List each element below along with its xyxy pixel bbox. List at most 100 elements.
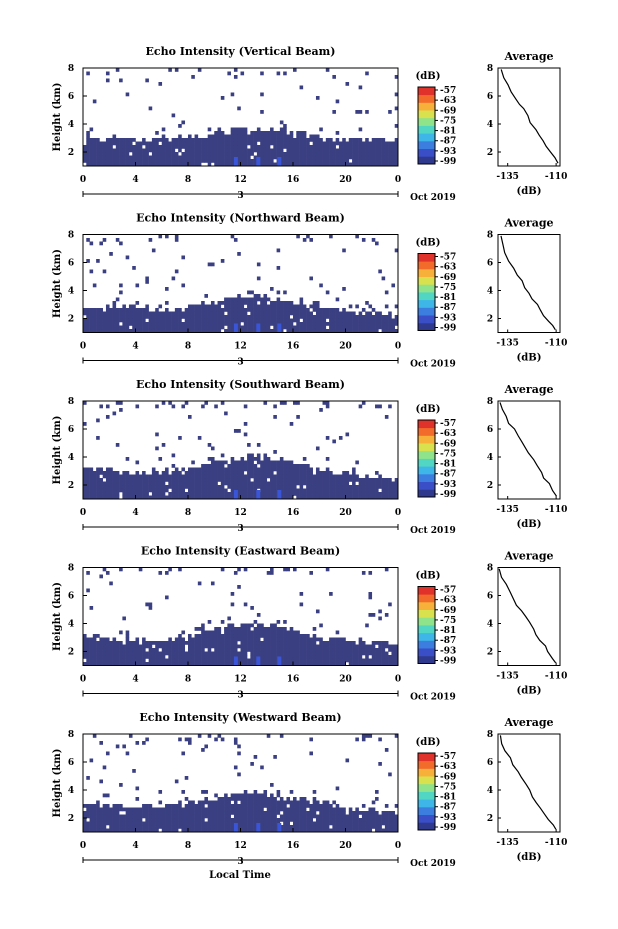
heatmap-cell xyxy=(361,818,366,822)
heatmap-cell xyxy=(83,804,87,808)
heatmap-cell xyxy=(184,825,189,829)
heatmap-cell xyxy=(92,485,97,489)
heatmap-cell xyxy=(204,325,208,330)
heatmap-cell xyxy=(263,818,268,822)
heatmap-cell xyxy=(194,651,199,656)
heatmap-cell xyxy=(256,318,261,323)
heatmap-cell xyxy=(388,658,392,663)
heatmap-cell xyxy=(125,145,130,149)
heatmap-cell xyxy=(352,159,356,163)
heatmap-cell xyxy=(214,162,218,167)
heatmap-cell xyxy=(155,481,159,486)
heatmap-cell xyxy=(276,467,281,472)
heatmap-cell xyxy=(230,630,235,635)
heatmap-cell xyxy=(128,304,133,309)
heatmap-cell xyxy=(309,495,313,500)
heatmap-cell xyxy=(171,315,176,319)
heatmap-cell xyxy=(240,325,245,330)
heatmap-cell xyxy=(243,432,248,437)
colorbar-segment xyxy=(418,117,435,126)
heatmap-cell xyxy=(89,329,94,333)
heatmap-cell xyxy=(112,148,117,153)
colorbar-segment xyxy=(418,322,435,331)
heatmap-cell xyxy=(145,814,149,819)
heatmap-cell xyxy=(312,318,317,323)
heatmap-cell xyxy=(270,658,274,663)
heatmap-cell xyxy=(312,159,317,163)
heatmap-cell xyxy=(315,655,320,659)
heatmap-cell xyxy=(148,804,153,808)
heatmap-cell xyxy=(279,138,284,142)
heatmap-cell xyxy=(224,315,228,319)
heatmap-cell xyxy=(358,478,363,482)
heatmap-cell xyxy=(256,800,261,805)
heatmap-cell xyxy=(165,804,169,808)
heatmap-cell xyxy=(286,138,291,142)
heatmap-cell xyxy=(348,138,353,142)
heatmap-cell xyxy=(270,329,274,333)
heatmap-cell xyxy=(112,152,117,156)
heatmap-cell xyxy=(368,159,373,163)
heatmap-cell xyxy=(233,131,238,135)
heatmap-cell xyxy=(296,145,300,149)
heatmap-cell xyxy=(125,318,130,323)
heatmap-cell xyxy=(358,495,363,500)
heatmap-cell xyxy=(128,145,133,149)
colorbar-tick-label: -75 xyxy=(440,616,456,626)
heatmap-cell xyxy=(184,471,189,475)
heatmap-cell xyxy=(138,651,143,656)
heatmap-cell xyxy=(105,655,110,659)
heatmap-cell xyxy=(151,807,156,812)
heatmap-cell xyxy=(105,828,110,833)
colorbar-segment xyxy=(418,753,435,762)
heatmap-cell xyxy=(145,811,149,815)
heatmap-cell xyxy=(207,159,212,163)
heatmap-cell xyxy=(188,811,192,815)
heatmap-cell xyxy=(299,662,304,666)
heatmap-cell xyxy=(322,152,327,156)
heatmap-cell xyxy=(391,655,396,659)
heatmap-cell xyxy=(184,318,189,323)
heatmap-cell xyxy=(286,648,291,652)
heatmap-cell xyxy=(145,478,149,482)
heatmap-cell xyxy=(89,308,94,312)
heatmap-cell xyxy=(83,155,87,160)
heatmap-cell xyxy=(368,492,373,496)
heatmap-cell xyxy=(319,478,323,482)
heatmap-cell xyxy=(250,159,254,163)
heatmap-cell xyxy=(115,488,120,493)
heatmap-cell xyxy=(171,318,176,323)
heatmap-cell xyxy=(296,474,300,479)
heatmap-cell xyxy=(312,325,317,330)
heatmap-cell xyxy=(96,145,100,149)
heatmap-cell xyxy=(342,318,346,323)
heatmap-cell xyxy=(178,648,182,652)
heatmap-cell xyxy=(306,315,310,319)
heatmap-cell xyxy=(312,145,317,149)
heatmap-cell xyxy=(256,157,261,166)
heatmap-cell xyxy=(253,755,258,759)
heatmap-cell xyxy=(197,814,202,819)
heatmap-cell xyxy=(138,825,143,829)
heatmap-cell xyxy=(188,655,192,659)
heatmap-cell xyxy=(184,474,189,479)
heatmap-cell xyxy=(279,814,284,819)
heatmap-cell xyxy=(92,644,97,649)
heatmap-cell xyxy=(165,571,169,575)
heatmap-cell xyxy=(384,804,389,808)
heatmap-cell xyxy=(250,492,254,496)
heatmap-cell xyxy=(201,311,205,316)
heatmap-cell xyxy=(365,325,369,330)
heatmap-cell xyxy=(217,322,222,326)
heatmap-cell xyxy=(266,797,271,801)
heatmap-cell xyxy=(174,807,179,812)
heatmap-cell xyxy=(286,818,291,822)
heatmap-cell xyxy=(283,658,287,663)
heatmap-cell xyxy=(332,800,336,805)
heatmap-cell xyxy=(286,318,291,323)
heatmap-cell xyxy=(286,464,291,468)
heatmap-cell xyxy=(158,825,163,829)
heatmap-cell xyxy=(289,159,294,163)
heatmap-cell xyxy=(273,662,277,666)
heatmap-cell xyxy=(89,492,94,496)
